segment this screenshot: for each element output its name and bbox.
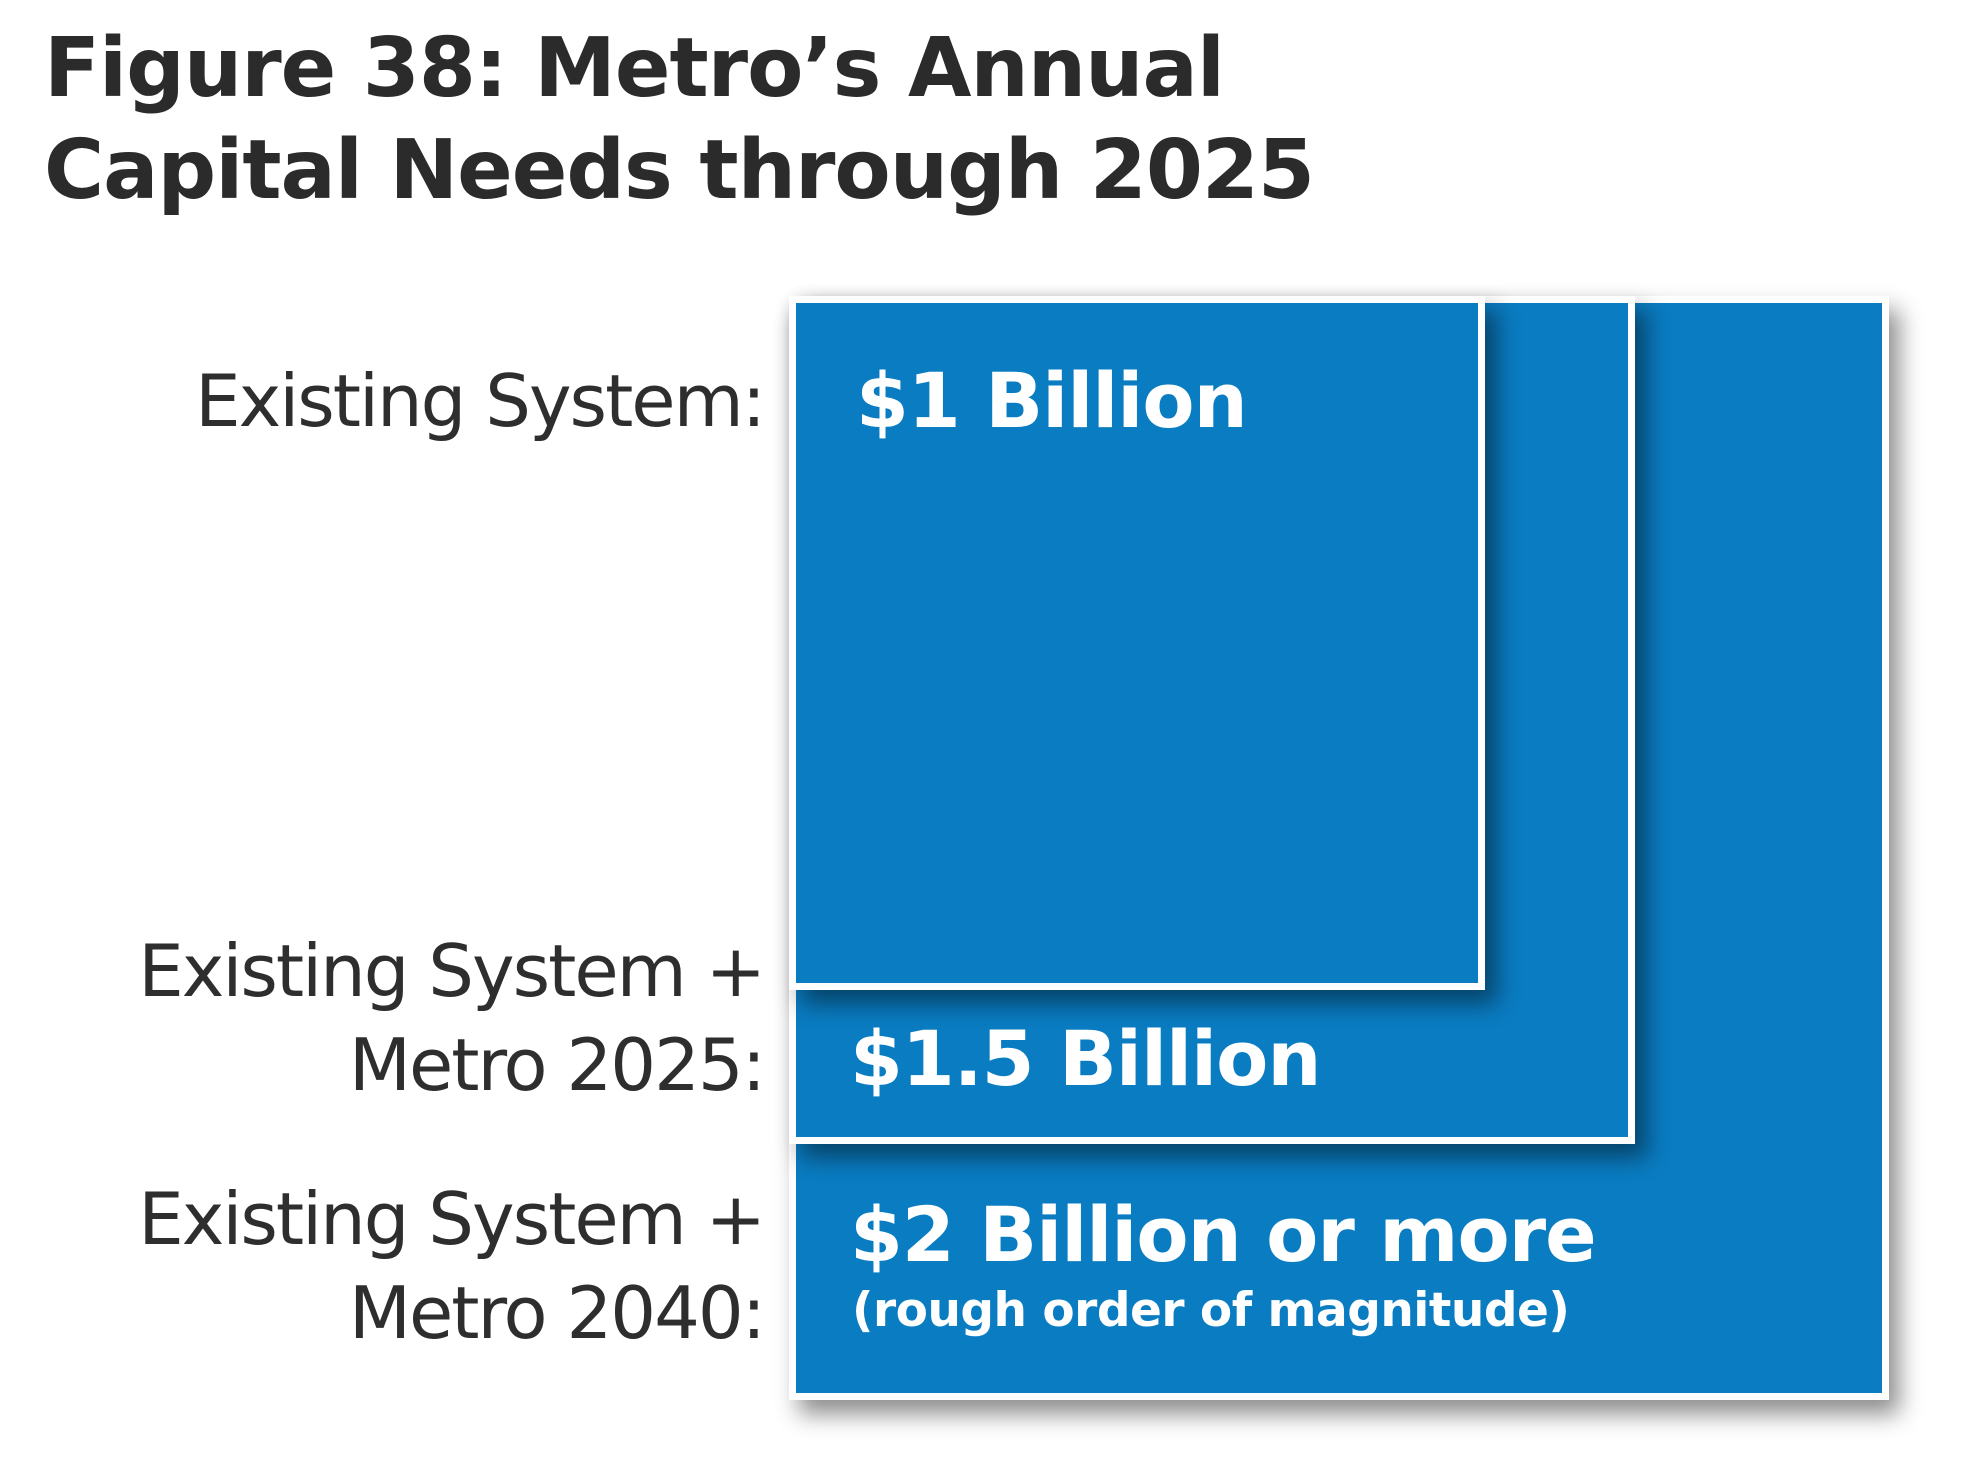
label-existing-plus-metro-2040: Existing System + Metro 2040: bbox=[138, 1172, 766, 1360]
label-existing-system: Existing System: bbox=[195, 354, 766, 448]
label-existing-plus-metro-2025: Existing System + Metro 2025: bbox=[138, 924, 766, 1112]
label-existing-system-line-1: Existing System: bbox=[195, 359, 766, 443]
box-1-billion bbox=[789, 296, 1485, 990]
label-metro-2040-line-2: Metro 2040: bbox=[348, 1271, 766, 1355]
value-2-billion-or-more: $2 Billion or more bbox=[850, 1190, 1597, 1279]
figure-title: Figure 38: Metro’s Annual Capital Needs … bbox=[44, 18, 1315, 222]
figure-title-line-2: Capital Needs through 2025 bbox=[44, 123, 1315, 218]
label-metro-2025-line-1: Existing System + bbox=[138, 929, 766, 1013]
value-1-5-billion: $1.5 Billion bbox=[850, 1014, 1321, 1103]
value-rough-order-note: (rough order of magnitude) bbox=[852, 1283, 1570, 1338]
label-metro-2040-line-1: Existing System + bbox=[138, 1177, 766, 1261]
figure-title-line-1: Figure 38: Metro’s Annual bbox=[44, 21, 1225, 116]
value-1-billion: $1 Billion bbox=[856, 356, 1248, 445]
label-metro-2025-line-2: Metro 2025: bbox=[348, 1023, 766, 1107]
